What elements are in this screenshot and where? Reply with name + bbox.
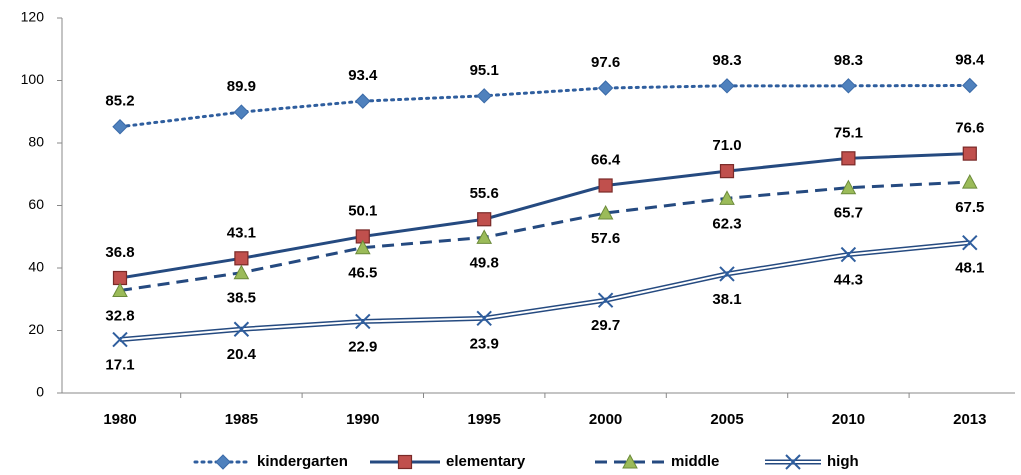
data-label: 23.9 <box>470 335 499 352</box>
data-label: 20.4 <box>227 346 257 363</box>
legend-marker <box>397 454 413 470</box>
marker <box>112 282 128 297</box>
y-tick-label: 120 <box>21 9 45 25</box>
data-label: 44.3 <box>834 272 863 289</box>
data-label: 50.1 <box>348 202 377 219</box>
marker <box>962 146 977 161</box>
marker <box>840 78 857 94</box>
data-label: 38.1 <box>712 291 741 308</box>
marker <box>233 321 250 337</box>
data-label: 29.7 <box>591 317 620 334</box>
series-line <box>118 84 972 129</box>
data-label: 49.8 <box>470 254 499 271</box>
legend-label: kindergarten <box>257 453 348 470</box>
data-label: 43.1 <box>227 224 256 241</box>
marker <box>597 292 614 308</box>
x-tick-label: 2010 <box>832 411 865 428</box>
marker <box>962 77 978 94</box>
marker <box>840 179 857 195</box>
marker <box>233 104 250 120</box>
marker <box>476 310 492 327</box>
y-tick-label: 0 <box>36 384 44 400</box>
y-tick-label: 100 <box>21 71 45 87</box>
data-label: 17.1 <box>105 357 134 374</box>
x-tick-label: 1995 <box>468 411 501 428</box>
marker <box>234 251 249 266</box>
marker <box>719 190 735 205</box>
x-tick-label: 1990 <box>346 411 379 428</box>
data-label: 89.9 <box>227 78 256 95</box>
marker <box>597 204 614 220</box>
y-tick-label: 60 <box>28 196 44 212</box>
data-label: 93.4 <box>348 67 378 84</box>
marker <box>354 239 371 255</box>
x-tick-label: 2000 <box>589 411 622 428</box>
marker <box>597 80 614 96</box>
data-label: 32.8 <box>105 307 134 324</box>
marker <box>355 313 371 330</box>
data-label: 46.5 <box>348 265 377 282</box>
marker <box>476 229 493 244</box>
data-label: 75.1 <box>834 124 863 141</box>
data-label: 62.3 <box>712 215 741 232</box>
legend-marker <box>215 454 231 470</box>
data-label: 97.6 <box>591 54 620 71</box>
marker <box>961 174 978 189</box>
y-tick-label: 20 <box>28 321 44 337</box>
y-tick-label: 40 <box>28 259 44 275</box>
marker <box>233 264 250 280</box>
marker <box>112 331 128 348</box>
marker <box>840 246 857 263</box>
marker <box>719 78 735 94</box>
series-line-inner <box>119 241 970 341</box>
marker <box>112 119 128 135</box>
data-label: 57.6 <box>591 230 620 247</box>
x-tick-label: 1980 <box>103 411 136 428</box>
legend-label: middle <box>671 453 719 470</box>
marker <box>598 178 613 193</box>
marker <box>477 212 492 227</box>
data-label: 66.4 <box>591 151 621 168</box>
marker <box>355 93 371 109</box>
data-label: 98.3 <box>834 52 863 69</box>
legend-marker <box>785 454 801 470</box>
data-label: 98.3 <box>712 52 741 69</box>
legend-marker <box>622 453 638 469</box>
marker <box>719 266 735 282</box>
data-label: 85.2 <box>105 93 134 110</box>
data-label: 36.8 <box>105 244 134 261</box>
data-label: 38.5 <box>227 290 256 307</box>
data-label: 48.1 <box>955 260 984 277</box>
x-tick-label: 2013 <box>953 411 986 428</box>
data-label: 22.9 <box>348 338 377 355</box>
data-label: 76.6 <box>955 120 984 137</box>
x-tick-label: 2005 <box>710 411 743 428</box>
data-label: 95.1 <box>470 62 499 79</box>
series-line <box>119 180 970 292</box>
marker <box>476 88 492 104</box>
y-tick-label: 80 <box>28 134 44 150</box>
x-tick-label: 1985 <box>225 411 258 428</box>
data-label: 55.6 <box>470 185 499 202</box>
legend-label: high <box>827 453 859 470</box>
marker <box>962 234 978 251</box>
data-label: 98.4 <box>955 51 985 68</box>
series-line <box>119 152 970 280</box>
marker <box>719 164 735 179</box>
data-label: 67.5 <box>955 199 984 216</box>
data-label: 71.0 <box>712 137 741 154</box>
data-label: 65.7 <box>834 205 863 222</box>
legend-label: elementary <box>446 453 526 470</box>
marker <box>841 151 856 166</box>
